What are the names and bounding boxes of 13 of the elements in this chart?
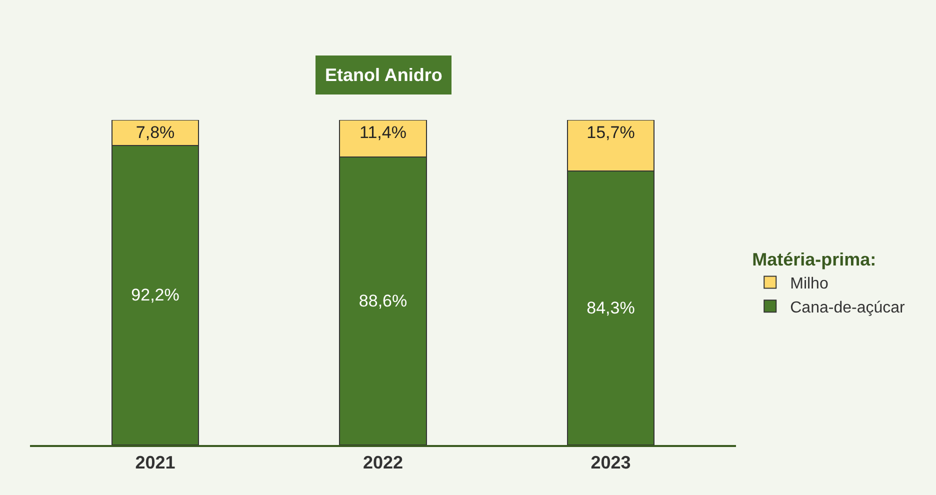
legend-label: Cana-de-açúcar xyxy=(790,299,906,316)
legend-title: Matéria-prima: xyxy=(752,249,876,270)
legend-label: Milho xyxy=(790,276,828,293)
data-label: 11,4% xyxy=(360,123,406,142)
chart-title: Etanol Anidro xyxy=(325,65,442,85)
x-tick-label: 2021 xyxy=(135,452,176,472)
data-label: 15,7% xyxy=(586,123,635,142)
data-label: 88,6% xyxy=(358,292,408,311)
x-tick-label: 2022 xyxy=(362,452,404,472)
data-label: 7,8% xyxy=(136,123,175,142)
x-tick-label: 2023 xyxy=(590,452,631,472)
data-label: 84,3% xyxy=(586,298,635,318)
data-label: 92,2% xyxy=(131,286,180,305)
